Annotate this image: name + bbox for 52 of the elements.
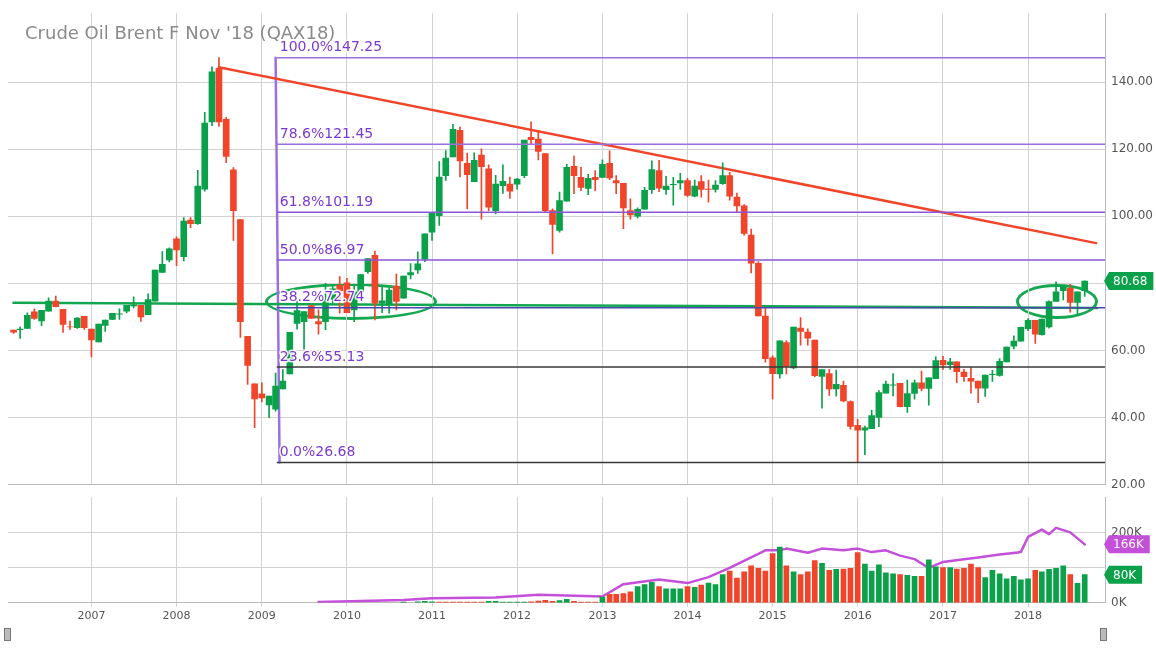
x-tick-label: 2007: [77, 609, 106, 623]
bar: [940, 567, 946, 603]
bar: [833, 569, 840, 603]
bar: [854, 552, 861, 603]
bar: [649, 582, 655, 603]
ref-line-label: 61.8%101.19: [279, 192, 374, 209]
x-tick-label: 2009: [247, 609, 276, 623]
ref-line-label: 78.6%121.45: [279, 124, 374, 141]
x-tick-label: 2017: [928, 609, 957, 623]
bar: [698, 584, 705, 603]
x-tick-label: 2015: [758, 609, 787, 623]
candlestick: [463, 152, 471, 210]
bar: [719, 574, 726, 603]
annotation: 80K: [1113, 567, 1138, 582]
candlestick: [612, 175, 620, 195]
x-tick-label: 2016: [843, 609, 872, 623]
y-tick-label: 40.00: [1111, 409, 1146, 424]
x-tick-label: 2011: [418, 609, 447, 623]
bar: [656, 586, 662, 603]
x-tick-label: 2008: [162, 609, 191, 623]
candlestick: [832, 369, 840, 397]
candlestick: [591, 170, 599, 192]
bar: [1067, 574, 1074, 603]
y-tick-label: 20.00: [1111, 476, 1146, 491]
x-tick-label: 2014: [673, 609, 702, 623]
x-tick-label: 2018: [1014, 609, 1043, 623]
annotation: 80.68: [1113, 274, 1148, 289]
bar: [691, 586, 698, 603]
y-tick-label: 140.00: [1111, 74, 1153, 89]
bar: [776, 546, 783, 603]
y-tick-label: 200K: [1111, 524, 1143, 539]
y-tick-label: 100.00: [1111, 208, 1153, 223]
candlestick: [818, 369, 826, 409]
y-tick-label: 0K: [1111, 594, 1128, 609]
bar: [982, 577, 989, 603]
bar: [1032, 570, 1039, 603]
bar: [826, 570, 833, 603]
bar: [904, 575, 911, 603]
y-tick-label: 60.00: [1111, 342, 1146, 357]
bar: [819, 563, 825, 603]
bar: [947, 567, 954, 603]
annotation: 166K: [1113, 537, 1145, 552]
bar: [1081, 574, 1088, 603]
x-tick-label: 2012: [503, 609, 532, 623]
x-tick-label: 2010: [332, 609, 361, 623]
y-tick-label: 120.00: [1111, 141, 1153, 156]
bar: [897, 574, 903, 603]
ref-line-label: 0.0%26.68: [279, 443, 356, 460]
candlestick: [676, 172, 684, 190]
candlestick: [669, 177, 677, 206]
x-tick-label: 2013: [588, 609, 617, 623]
ref-line-label: 50.0%86.97: [279, 240, 365, 257]
